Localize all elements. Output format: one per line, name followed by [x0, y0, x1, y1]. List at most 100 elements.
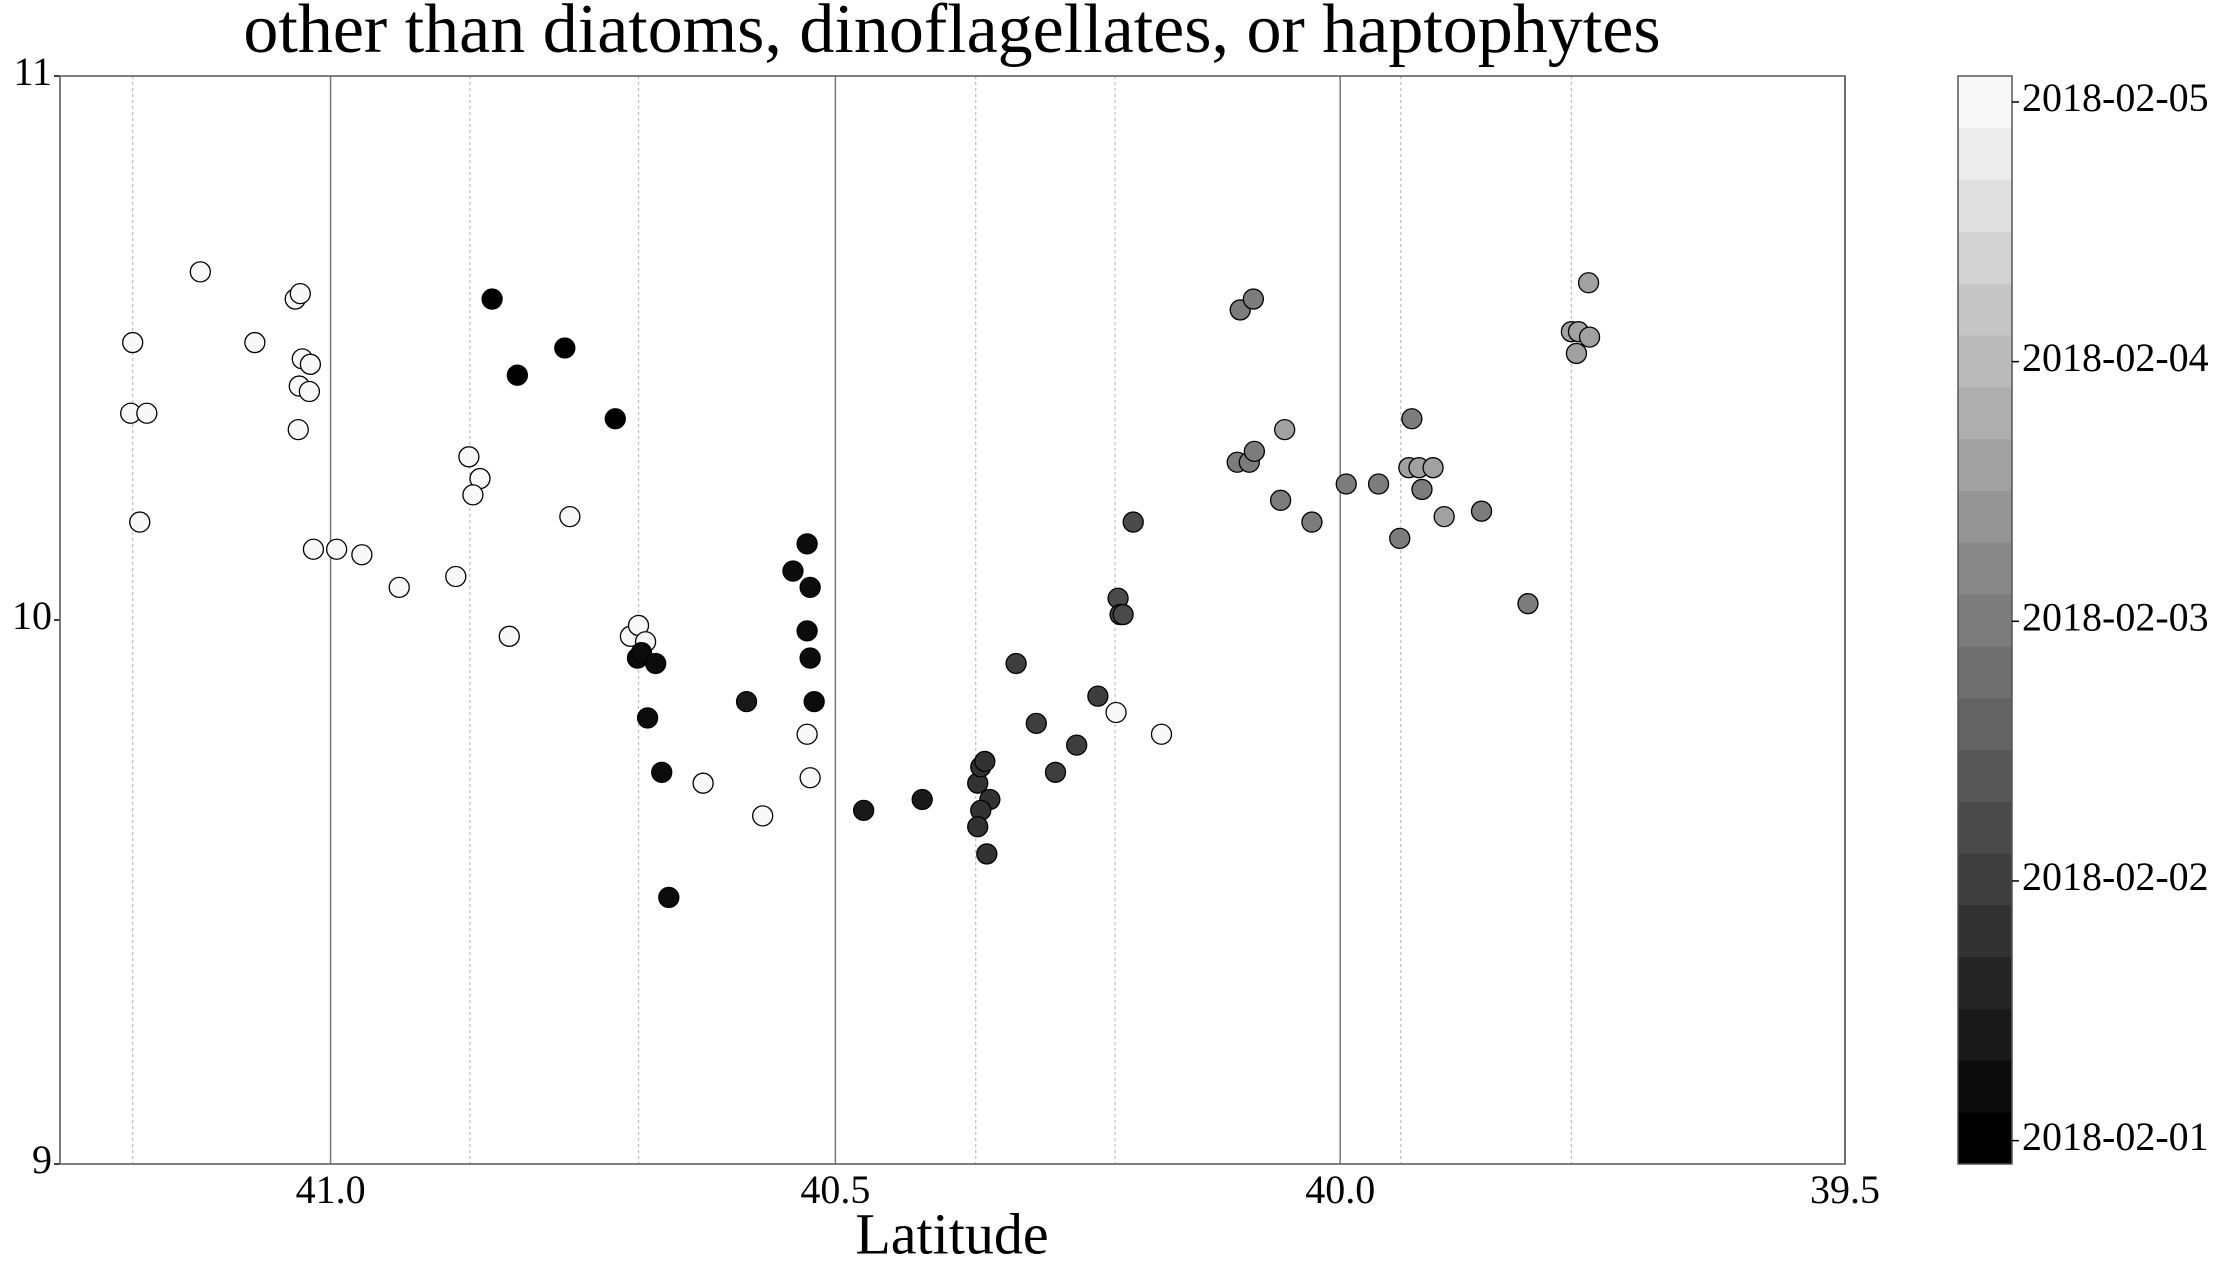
point	[1066, 734, 1088, 756]
point	[298, 380, 321, 403]
colorbar-band	[1958, 1112, 2012, 1165]
point	[506, 364, 529, 386]
colorbar-band	[1958, 179, 2012, 232]
point	[129, 511, 151, 533]
point	[289, 282, 311, 305]
colorbar-band	[1958, 490, 2012, 543]
point	[752, 805, 774, 827]
point	[1411, 478, 1433, 501]
point	[1242, 288, 1265, 310]
point	[658, 886, 680, 909]
point	[325, 538, 348, 560]
point	[302, 538, 325, 560]
point	[1389, 527, 1411, 550]
point	[1150, 723, 1173, 745]
colorbar-band	[1958, 335, 2012, 388]
colorbar-band	[1958, 283, 2012, 336]
colorbar-band	[1958, 801, 2012, 854]
point	[122, 331, 144, 354]
colorbar-band	[1958, 904, 2012, 958]
point	[1470, 500, 1493, 522]
colorbar-band	[1958, 645, 2012, 699]
point	[481, 288, 503, 310]
point	[796, 620, 818, 642]
point	[1087, 685, 1109, 707]
point	[1274, 418, 1296, 441]
y-tick-label: 9	[32, 1137, 52, 1182]
point	[976, 843, 998, 865]
point	[554, 337, 576, 359]
point	[189, 261, 211, 283]
point	[630, 641, 653, 664]
colorbar-tick-label: 2018-02-05	[2022, 75, 2209, 120]
point	[799, 767, 821, 789]
y-tick-label: 11	[13, 49, 52, 94]
colorbar-band	[1958, 1060, 2012, 1113]
point	[796, 723, 818, 745]
colorbar-tick-label: 2018-02-01	[2022, 1114, 2209, 1159]
point	[651, 761, 673, 783]
colorbar-frame	[1957, 75, 2013, 1165]
colorbar-band	[1958, 594, 2012, 647]
colorbar-band	[1958, 127, 2012, 181]
point	[803, 690, 825, 713]
point	[604, 408, 626, 430]
point	[458, 446, 480, 468]
point	[1025, 712, 1047, 735]
x-tick-label: 41.0	[296, 1167, 366, 1212]
point	[735, 690, 758, 713]
x-axis-label: Latitude	[855, 1201, 1048, 1266]
point	[1578, 326, 1601, 348]
point	[1517, 593, 1539, 615]
point	[645, 652, 667, 675]
point	[1433, 505, 1455, 528]
colorbar-band	[1958, 853, 2012, 906]
point	[636, 707, 659, 729]
point	[445, 565, 467, 588]
colorbar-band	[1958, 542, 2012, 595]
point	[388, 576, 410, 599]
point	[853, 799, 875, 822]
point	[287, 418, 309, 441]
colorbar-band	[1958, 749, 2012, 802]
point	[911, 788, 933, 811]
colorbar-tick-label: 2018-02-04	[2022, 335, 2209, 380]
point	[1335, 473, 1357, 495]
colorbar-band	[1958, 438, 2012, 491]
point	[1044, 761, 1067, 783]
point	[799, 576, 821, 599]
point	[1005, 652, 1027, 675]
point	[462, 484, 484, 506]
point	[1112, 603, 1134, 626]
point	[692, 772, 714, 794]
point	[244, 331, 266, 354]
point	[299, 353, 322, 375]
colorbar-band	[1958, 1008, 2012, 1061]
x-tick-label: 40.5	[800, 1167, 870, 1212]
x-tick-label: 40.0	[1305, 1167, 1375, 1212]
colorbar-band	[1958, 697, 2012, 751]
colorbar-band	[1958, 956, 2012, 1010]
point	[351, 544, 373, 566]
x-tick-label: 39.5	[1810, 1167, 1880, 1212]
point	[498, 625, 520, 647]
point	[1577, 272, 1600, 294]
point	[1367, 473, 1390, 495]
colorbar-tick-label: 2018-02-02	[2022, 854, 2209, 899]
point	[1401, 408, 1423, 430]
point	[796, 533, 818, 555]
colorbar-tick-label: 2018-02-03	[2022, 594, 2209, 639]
point	[1301, 511, 1323, 533]
point	[559, 505, 581, 528]
point	[799, 647, 821, 669]
colorbar-band	[1958, 76, 2012, 129]
y-tick-label: 10	[12, 593, 52, 638]
point	[1243, 440, 1266, 463]
point	[1105, 701, 1127, 724]
point	[136, 402, 158, 424]
point	[782, 560, 804, 582]
colorbar-band	[1958, 231, 2012, 284]
plot-frame	[59, 75, 1846, 1165]
point	[1565, 342, 1588, 365]
